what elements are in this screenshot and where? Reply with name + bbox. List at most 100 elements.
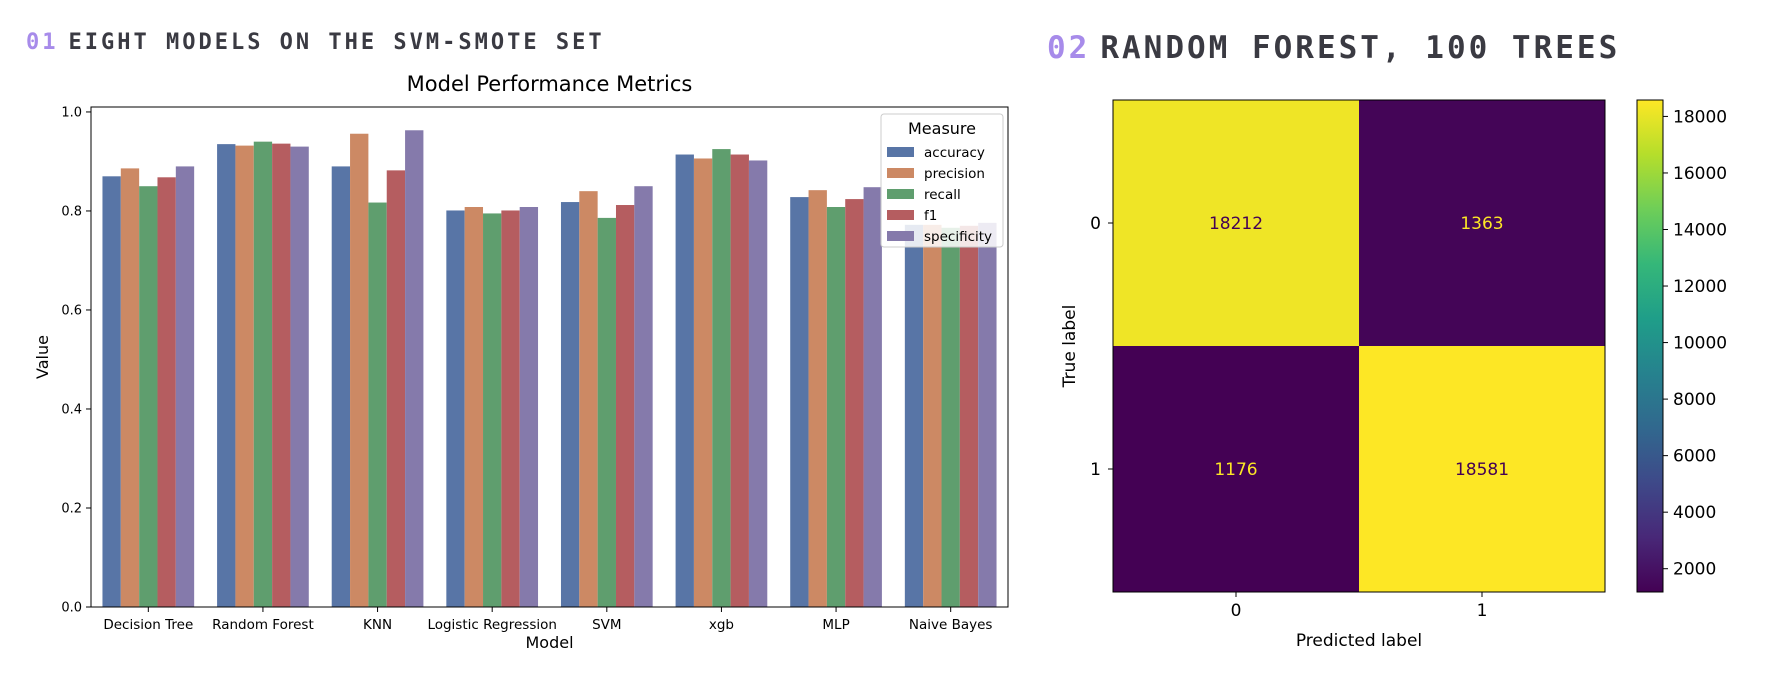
bar-accuracy [217, 144, 236, 607]
bar-recall [597, 217, 616, 607]
bar-f1 [845, 199, 864, 607]
cell-value: 18212 [1209, 214, 1263, 234]
bar-accuracy [904, 224, 924, 607]
bar-recall [253, 141, 273, 607]
colorbar-tick-label: 14000 [1673, 220, 1727, 240]
colorbar-tick-label: 12000 [1673, 277, 1727, 297]
x-tick-label: Naive Bayes [909, 617, 993, 633]
bar-specificity [748, 160, 768, 608]
bar-accuracy [560, 202, 580, 607]
confusion-matrix-chart: 18212 1363 1176 18581 0 1 0 1 Predicted label Tru… [1060, 99, 1727, 651]
bar-accuracy [675, 154, 694, 607]
x-tick-label: 0 [1231, 601, 1242, 621]
bar-specificity [978, 222, 997, 607]
y-tick-label: 0.2 [61, 501, 82, 516]
x-tick-label: MLP [822, 617, 849, 633]
y-tick-label: 0 [1090, 214, 1101, 234]
legend-label-f1: f1 [924, 208, 937, 224]
colorbar-tick-label: 10000 [1673, 334, 1727, 354]
colorbar-tick-label: 16000 [1673, 164, 1727, 184]
matrix-cell [1359, 346, 1605, 592]
x-tick-label: SVM [592, 617, 621, 633]
panel-2-title: RANDOM FOREST, 100 TREES [1100, 30, 1621, 66]
y-tick-label: 0.8 [61, 204, 82, 219]
plot-frame [90, 106, 1009, 608]
cell-value: 1363 [1460, 214, 1503, 234]
x-tick-label: Decision Tree [103, 617, 193, 633]
panel-1-title: EIGHT MODELS ON THE SVM-SMOTE SET [68, 30, 605, 55]
bar-recall [483, 213, 502, 607]
bar-specificity [634, 186, 653, 607]
panel-2-heading: 02 RANDOM FOREST, 100 TREES [1047, 30, 1620, 66]
bar-precision [235, 145, 254, 607]
chart-title: Model Performance Metrics [407, 72, 693, 96]
panel-1-heading: 01 EIGHT MODELS ON THE SVM-SMOTE SET [26, 30, 605, 55]
bar-accuracy [331, 166, 351, 607]
y-tick-label: 0.6 [61, 303, 82, 318]
legend-label-precision: precision [924, 166, 985, 182]
cell-value: 1176 [1214, 460, 1257, 480]
bar-precision [923, 224, 942, 607]
x-axis-label: Predicted label [1296, 631, 1422, 651]
x-tick-label: Logistic Regression [427, 617, 557, 633]
bar-precision [693, 158, 713, 607]
x-axis-label: Model [525, 633, 573, 652]
bar-f1 [615, 205, 635, 607]
legend-swatch-recall [887, 189, 914, 199]
x-tick-label: KNN [363, 617, 392, 633]
colorbar-tick-label: 4000 [1673, 503, 1716, 523]
bar-f1 [501, 210, 520, 608]
bar-accuracy [790, 197, 809, 607]
matrix-cell [1359, 100, 1605, 346]
bar-specificity [405, 130, 424, 607]
bar-accuracy [102, 176, 121, 607]
bar-recall [712, 149, 731, 607]
bar-recall [826, 207, 846, 607]
legend-swatch-specificity [887, 231, 914, 241]
panel-1-number: 01 [26, 30, 59, 55]
colorbar-tick-label: 6000 [1673, 447, 1716, 467]
bar-accuracy [446, 210, 465, 608]
bar-precision [120, 168, 140, 607]
bar-f1 [959, 225, 979, 607]
colorbar-tick-label: 2000 [1673, 560, 1716, 580]
bar-recall [941, 227, 960, 607]
colorbar [1636, 99, 1664, 593]
legend-swatch-precision [887, 168, 914, 178]
legend-title: Measure [908, 119, 976, 138]
y-tick-label: 0.4 [61, 402, 82, 417]
bar-precision [464, 207, 484, 607]
bar-recall [139, 186, 158, 607]
matrix-cell [1113, 100, 1359, 346]
bar-f1 [730, 154, 749, 607]
bar-precision [579, 191, 598, 607]
bar-specificity [863, 187, 882, 607]
legend-label-recall: recall [924, 187, 961, 203]
bar-f1 [386, 170, 406, 607]
bar-specificity [519, 207, 539, 607]
colorbar-tick-label: 18000 [1673, 107, 1727, 127]
legend-swatch-f1 [887, 210, 914, 220]
legend-swatch-accuracy [887, 147, 914, 157]
bar-f1 [272, 143, 291, 607]
x-tick-label: xgb [709, 617, 734, 633]
matrix-cell [1113, 346, 1359, 592]
colorbar-tick-label: 8000 [1673, 390, 1716, 410]
y-axis-label: Value [33, 335, 52, 379]
legend-label-specificity: specificity [924, 229, 992, 245]
matrix-frame [1112, 99, 1606, 593]
y-tick-label: 1.0 [61, 105, 82, 120]
bar-recall [368, 202, 387, 607]
y-tick-label: 0.0 [61, 601, 82, 616]
y-axis-label: True label [1060, 305, 1080, 389]
bar-specificity [290, 146, 309, 608]
panel-2-number: 02 [1047, 30, 1091, 66]
y-tick-label: 1 [1090, 460, 1101, 480]
bar-f1 [157, 177, 176, 607]
x-tick-label: Random Forest [212, 617, 314, 633]
bar-precision [808, 190, 827, 607]
x-tick-label: 1 [1477, 601, 1488, 621]
bar-precision [350, 133, 369, 607]
bar-chart: Model Performance Metrics Decision Tree Ra… [33, 72, 1009, 652]
bar-specificity [175, 166, 195, 607]
